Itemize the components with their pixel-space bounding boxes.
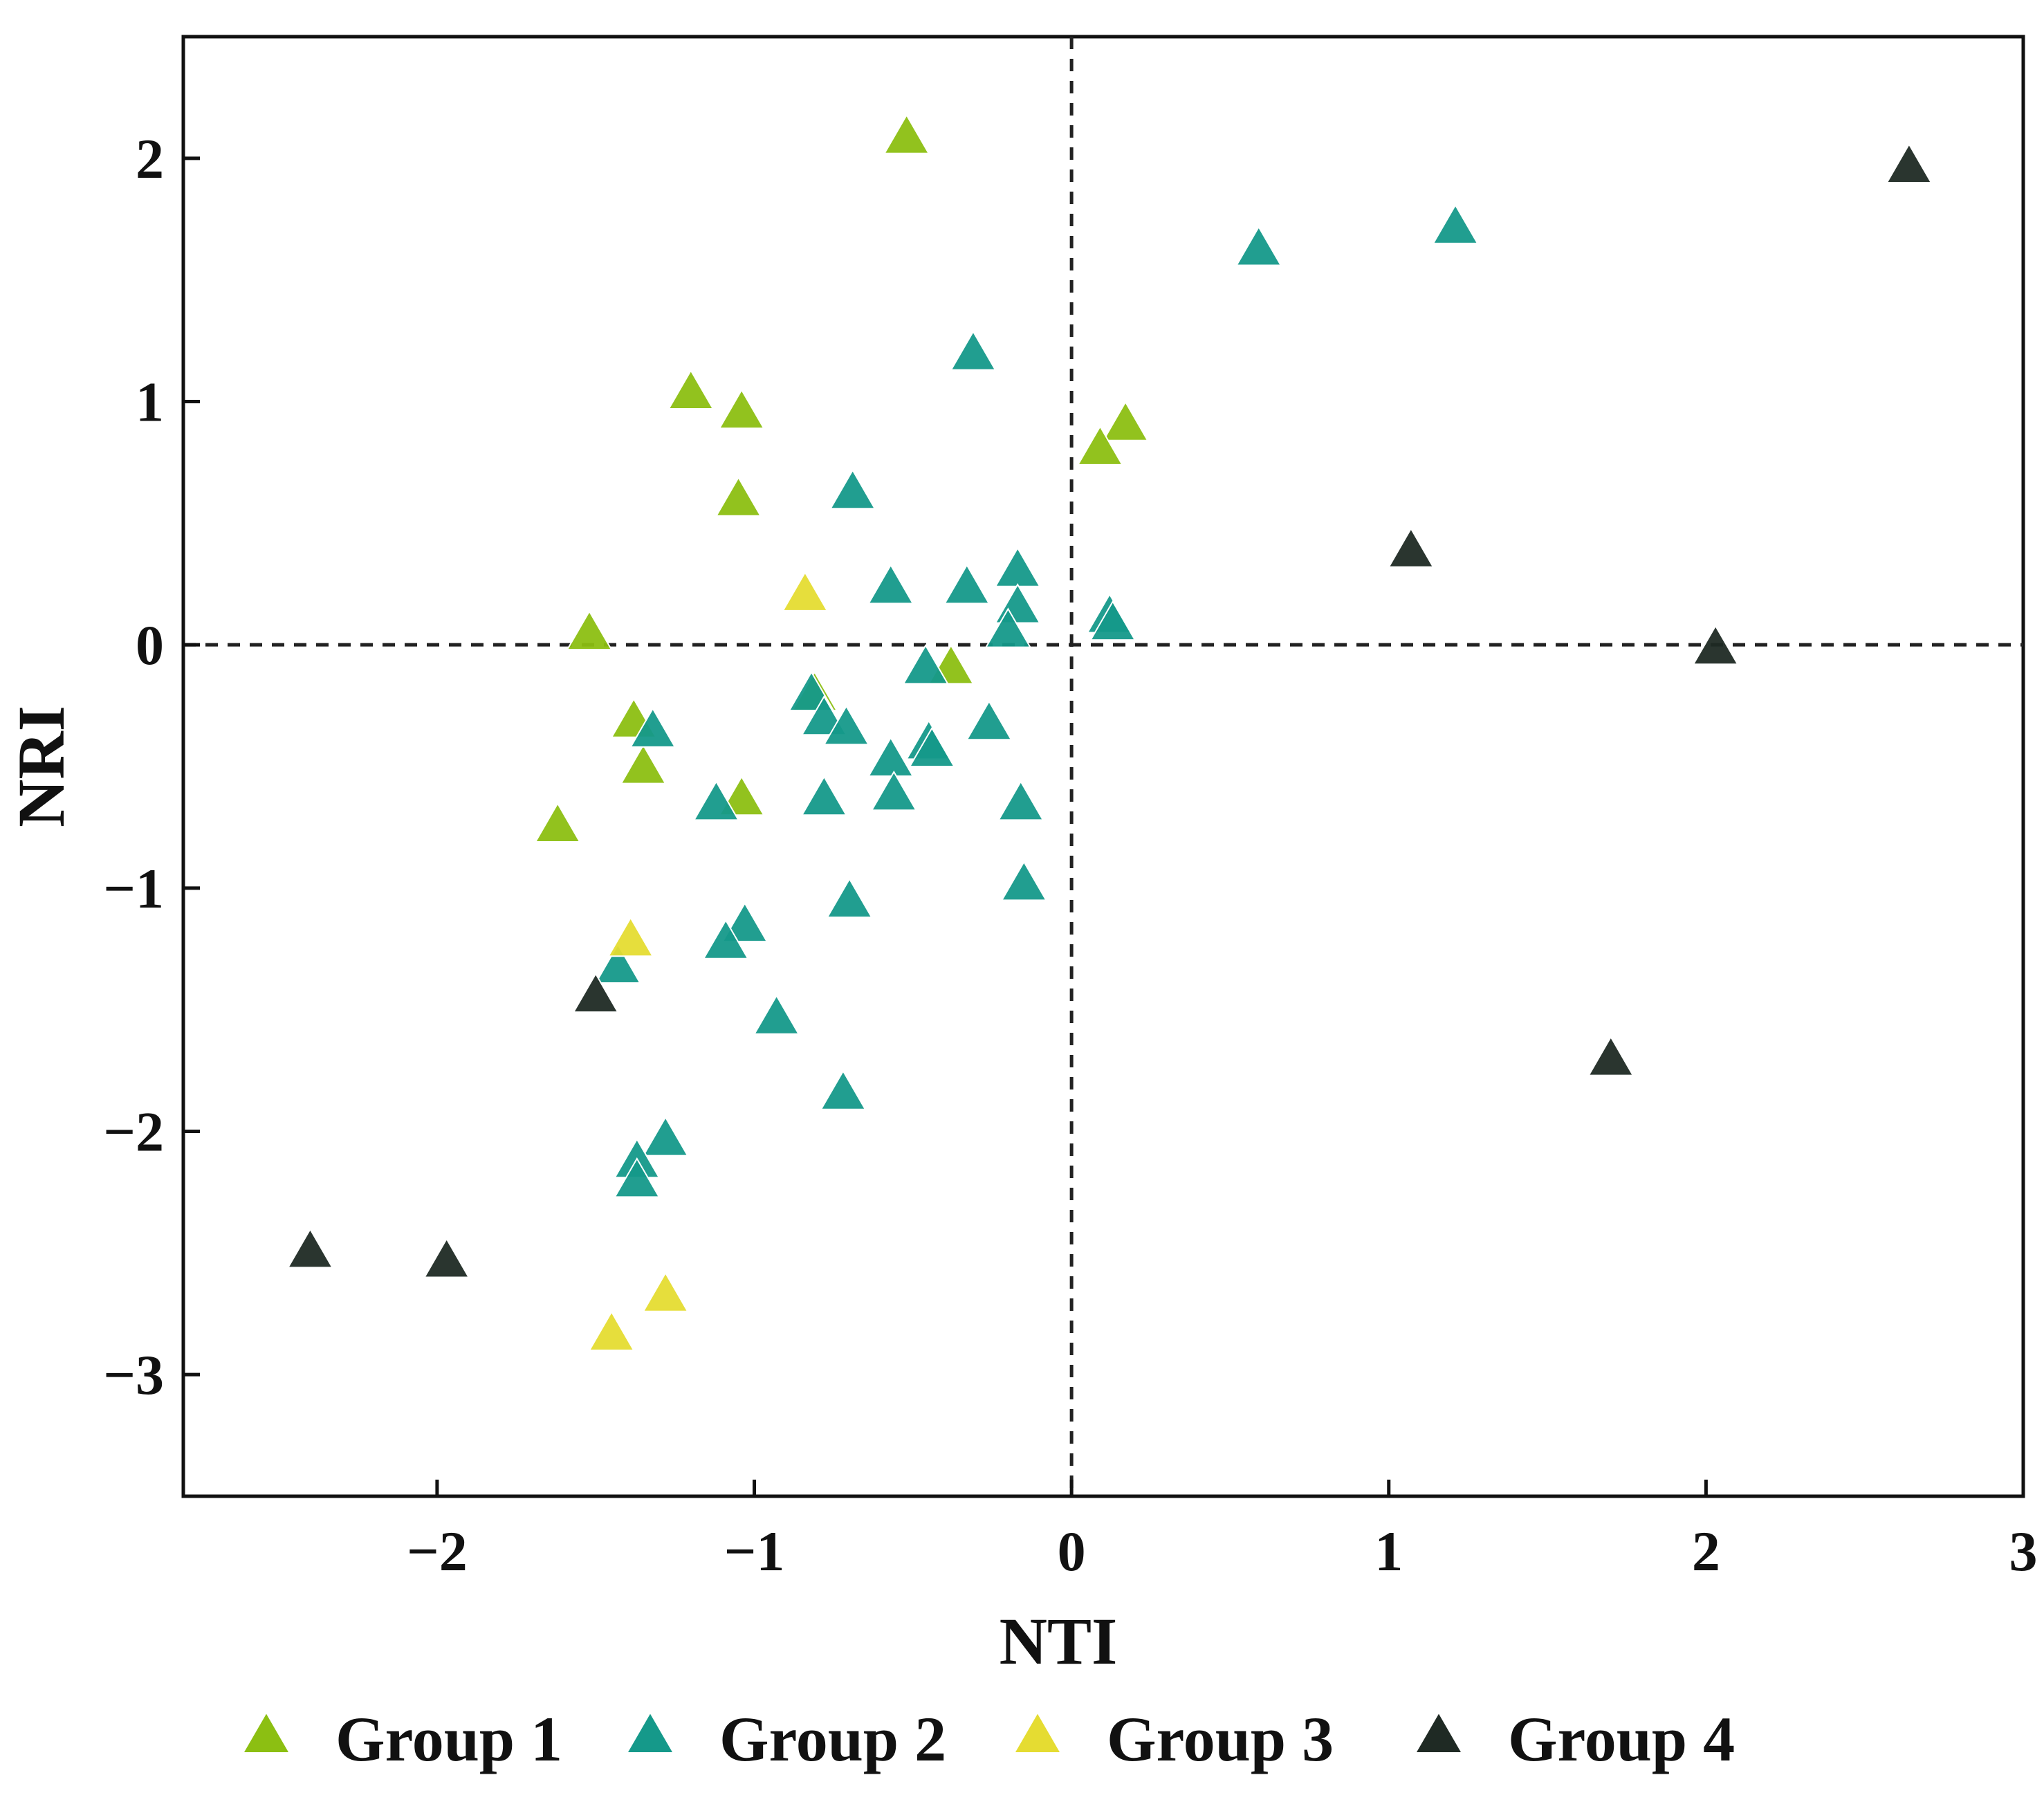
data-point bbox=[667, 369, 715, 410]
data-point bbox=[820, 1069, 867, 1110]
data-point bbox=[1000, 860, 1048, 901]
data-point bbox=[782, 571, 829, 612]
data-point bbox=[534, 802, 581, 843]
x-tick-label: 3 bbox=[2009, 1520, 2038, 1583]
legend-item: Group 2 bbox=[628, 1704, 946, 1774]
data-point bbox=[1432, 203, 1479, 244]
data-point bbox=[1692, 624, 1739, 665]
series-group-1 bbox=[534, 113, 1149, 843]
data-point bbox=[966, 699, 1013, 741]
x-tick-label: 0 bbox=[1058, 1520, 1086, 1583]
x-axis-label: NTI bbox=[1000, 1604, 1118, 1678]
data-point bbox=[800, 775, 848, 816]
data-point bbox=[1235, 226, 1282, 266]
data-point bbox=[870, 770, 918, 811]
data-point bbox=[614, 1157, 661, 1198]
data-point bbox=[1102, 401, 1149, 441]
x-tick-label: 2 bbox=[1692, 1520, 1720, 1583]
legend-marker bbox=[628, 1713, 672, 1753]
data-point bbox=[1587, 1036, 1635, 1076]
plot-area-frame bbox=[181, 35, 2025, 1498]
data-point bbox=[1076, 425, 1124, 466]
data-point bbox=[943, 563, 991, 605]
legend-marker bbox=[1417, 1713, 1461, 1753]
data-point bbox=[1388, 527, 1435, 568]
legend-label: Group 3 bbox=[1107, 1704, 1334, 1774]
data-point bbox=[718, 388, 765, 430]
legend-marker bbox=[1015, 1713, 1060, 1753]
data-point bbox=[607, 916, 654, 957]
series-group-3 bbox=[588, 571, 829, 1351]
x-axis: −2 −1 0 1 2 3 bbox=[407, 1480, 2038, 1583]
x-tick-label: −1 bbox=[724, 1520, 785, 1583]
data-point bbox=[950, 330, 997, 371]
data-point bbox=[642, 1116, 689, 1157]
data-point bbox=[692, 780, 740, 821]
data-points bbox=[286, 113, 1933, 1351]
x-tick-label: −2 bbox=[407, 1520, 468, 1583]
data-point bbox=[572, 972, 619, 1013]
y-tick-label: −3 bbox=[103, 1343, 164, 1406]
data-point bbox=[721, 901, 768, 943]
y-tick-label: 1 bbox=[136, 371, 164, 434]
data-point bbox=[829, 468, 876, 510]
data-point bbox=[566, 609, 613, 651]
x-tick-label: 1 bbox=[1374, 1520, 1403, 1583]
legend-item: Group 1 bbox=[244, 1704, 562, 1774]
legend-label: Group 1 bbox=[335, 1704, 562, 1774]
y-axis-label: NRI bbox=[4, 706, 78, 827]
data-point bbox=[642, 1271, 689, 1312]
data-point bbox=[883, 113, 930, 154]
data-point bbox=[702, 919, 749, 959]
y-tick-label: 2 bbox=[136, 127, 164, 190]
data-point bbox=[753, 994, 800, 1035]
legend-marker bbox=[244, 1713, 288, 1753]
series-group-2 bbox=[594, 203, 1479, 1198]
data-point bbox=[867, 563, 914, 605]
data-point bbox=[1089, 600, 1136, 641]
data-point bbox=[423, 1238, 470, 1278]
y-axis: 2 1 0 −1 −2 −3 bbox=[103, 127, 200, 1406]
data-point bbox=[620, 744, 667, 784]
series-group-4 bbox=[286, 142, 1933, 1278]
data-point bbox=[588, 1310, 635, 1351]
data-point bbox=[1886, 142, 1933, 183]
legend-item: Group 4 bbox=[1417, 1704, 1735, 1774]
data-point bbox=[594, 943, 642, 984]
data-point bbox=[629, 707, 676, 748]
y-tick-label: 0 bbox=[136, 614, 164, 677]
data-point bbox=[826, 877, 873, 918]
data-point bbox=[997, 780, 1044, 821]
legend-item: Group 3 bbox=[1015, 1704, 1334, 1774]
data-point bbox=[908, 726, 956, 767]
y-tick-label: −2 bbox=[103, 1101, 164, 1164]
data-point bbox=[902, 643, 949, 685]
legend-label: Group 4 bbox=[1508, 1704, 1735, 1774]
data-point bbox=[286, 1227, 334, 1269]
data-point bbox=[822, 704, 870, 746]
y-tick-label: −1 bbox=[103, 857, 164, 920]
data-point bbox=[984, 607, 1032, 648]
legend: Group 1 Group 2 Group 3 Group 4 bbox=[244, 1704, 1735, 1774]
legend-label: Group 2 bbox=[719, 1704, 946, 1774]
data-point bbox=[715, 476, 762, 517]
